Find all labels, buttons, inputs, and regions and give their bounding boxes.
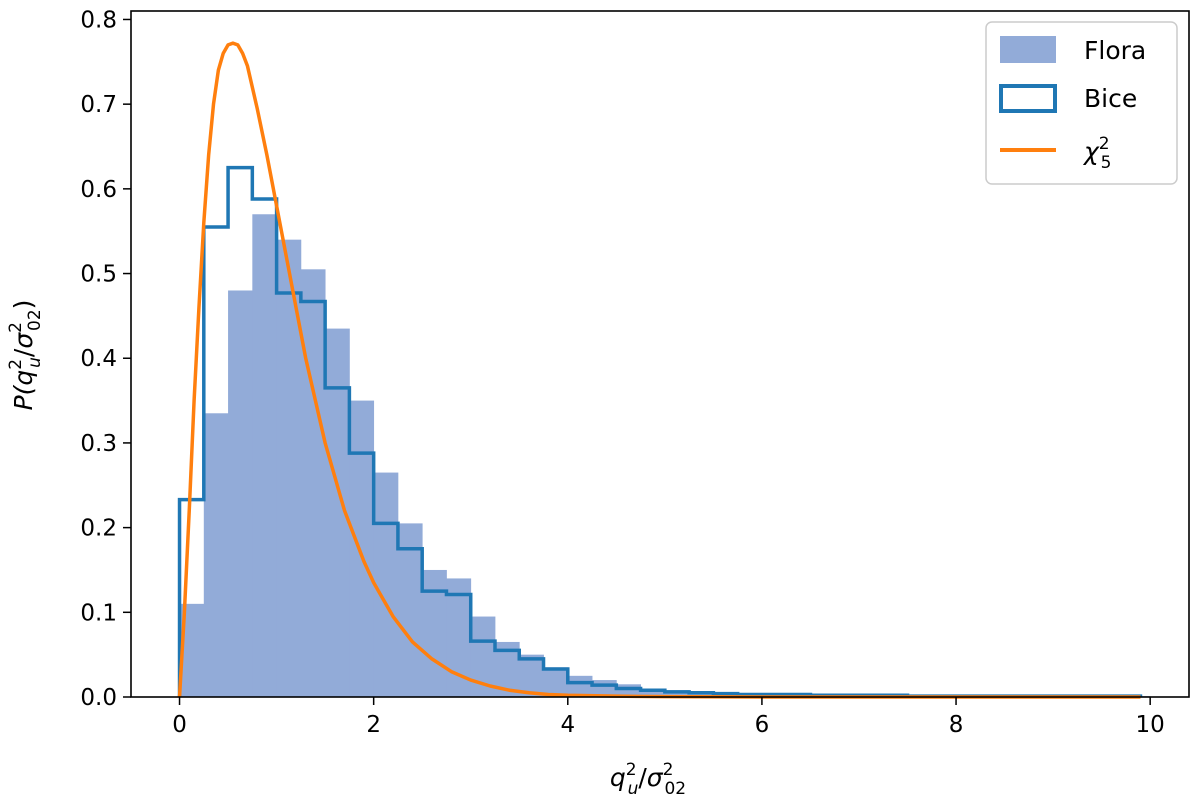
flora-bar bbox=[373, 472, 399, 697]
y-axis: 0.0 0.1 0.2 0.3 0.4 0.5 0.6 0.7 0.8 bbox=[80, 7, 131, 711]
y-tick-label: 0.2 bbox=[80, 516, 117, 542]
legend-label-chi2: χ2 5 bbox=[1082, 134, 1111, 173]
y-tick-label: 0.0 bbox=[80, 685, 117, 711]
y-tick-label: 0.5 bbox=[80, 262, 117, 288]
flora-bar bbox=[349, 400, 375, 697]
chi2-curve bbox=[177, 41, 1141, 699]
x-tick-label: 8 bbox=[949, 712, 964, 738]
flora-bar bbox=[228, 290, 253, 697]
plot-content bbox=[177, 41, 1151, 699]
y-tick-label: 0.1 bbox=[80, 600, 117, 626]
axes-frame bbox=[130, 10, 1190, 698]
y-tick-label: 0.6 bbox=[80, 177, 117, 203]
y-axis-label: P(q2u/σ202) bbox=[6, 300, 45, 411]
flora-bar bbox=[203, 413, 229, 697]
x-tick-label: 10 bbox=[1136, 712, 1165, 738]
flora-bar bbox=[252, 214, 277, 697]
y-tick-label: 0.4 bbox=[80, 346, 117, 372]
y-tick-label: 0.7 bbox=[80, 92, 117, 118]
legend-swatch-flora bbox=[1000, 36, 1056, 63]
x-tick-label: 0 bbox=[172, 712, 187, 738]
flora-bar bbox=[519, 654, 544, 697]
flora-bar bbox=[300, 269, 326, 697]
flora-bar bbox=[640, 688, 666, 697]
flora-bar bbox=[543, 667, 569, 697]
bice-step-line bbox=[177, 165, 1143, 698]
y-tick-label: 0.8 bbox=[80, 7, 117, 33]
y-tick-label: 0.3 bbox=[80, 431, 117, 457]
flora-bars bbox=[179, 214, 1151, 697]
x-axis-label: q2 u/σ2 02 bbox=[610, 760, 686, 799]
legend-swatch-bice bbox=[999, 84, 1057, 113]
x-tick-label: 2 bbox=[366, 712, 381, 738]
x-axis: 0 2 4 6 8 10 bbox=[172, 697, 1165, 738]
legend: Flora Bice χ2 5 bbox=[985, 21, 1178, 185]
legend-label-bice: Bice bbox=[1084, 84, 1137, 113]
flora-bar bbox=[422, 569, 447, 697]
flora-bar bbox=[397, 523, 423, 697]
x-tick-label: 6 bbox=[755, 712, 770, 738]
legend-label-flora: Flora bbox=[1084, 36, 1146, 65]
x-tick-label: 4 bbox=[560, 712, 575, 738]
